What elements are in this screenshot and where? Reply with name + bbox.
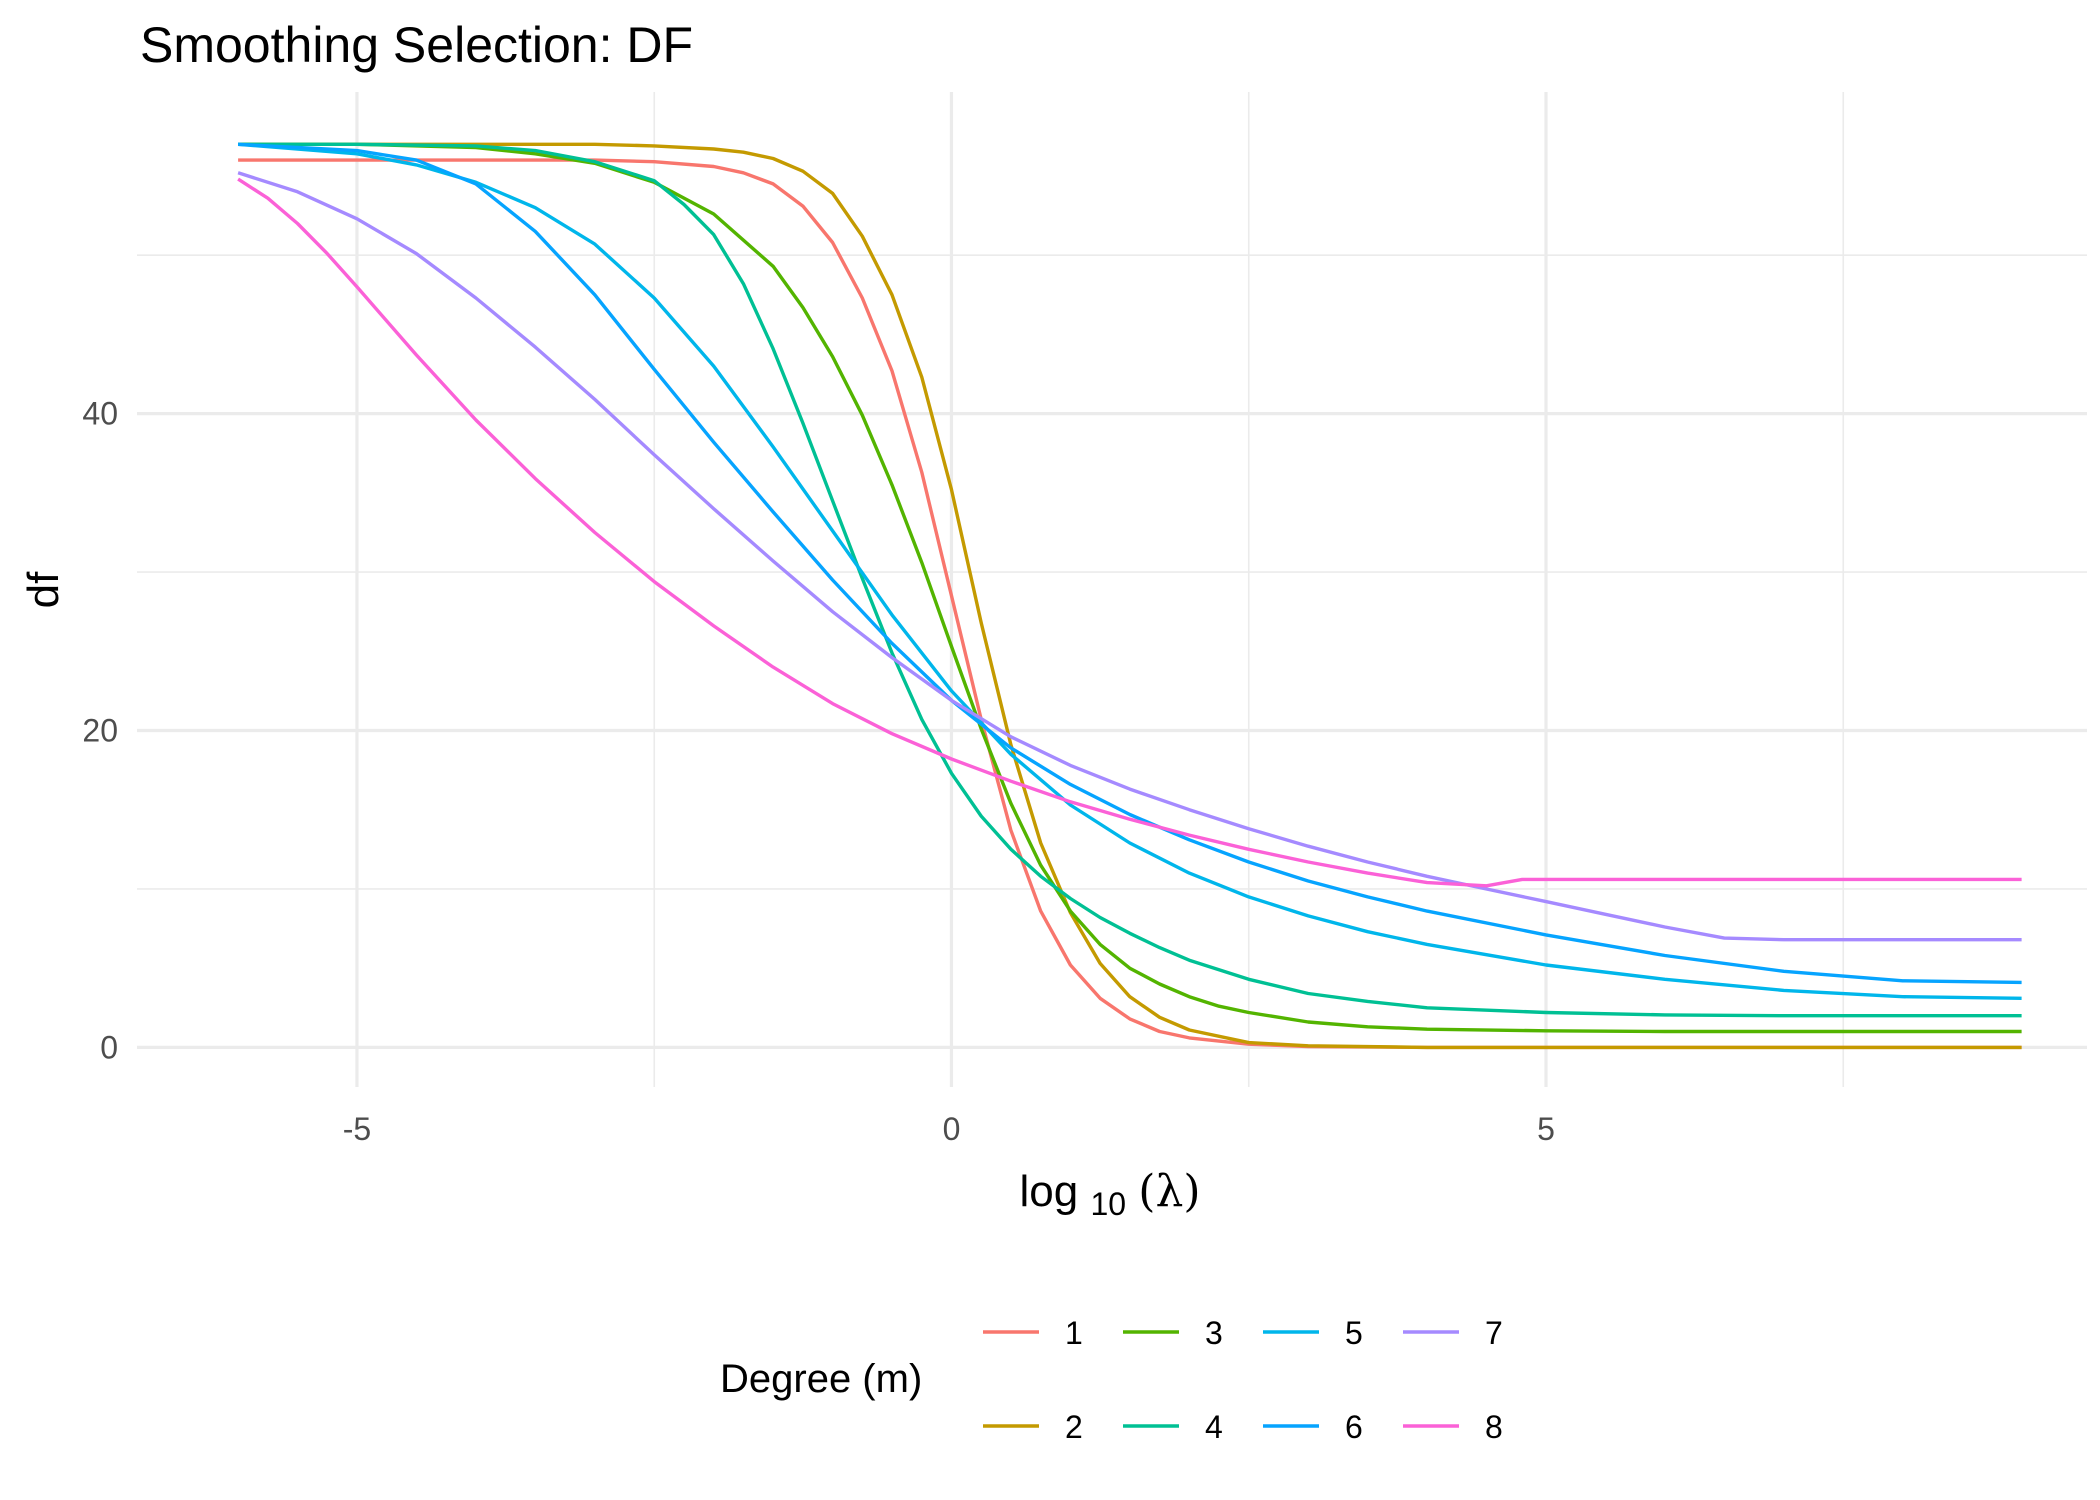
legend-label-8: 8 — [1485, 1409, 1503, 1445]
legend-item-7: 7 — [1403, 1315, 1503, 1351]
x-tick-label: 0 — [943, 1111, 961, 1147]
legend-item-4: 4 — [1123, 1409, 1223, 1445]
legend-item-8: 8 — [1403, 1409, 1503, 1445]
x-axis-title-subscript: 10 — [1090, 1186, 1126, 1222]
series-line-4 — [238, 142, 2022, 1018]
legend-label-2: 2 — [1065, 1409, 1083, 1445]
y-tick-label: 0 — [100, 1029, 118, 1065]
y-axis-title: df — [19, 571, 68, 608]
x-axis-title-main: log — [1020, 1167, 1079, 1216]
y-tick-label: 20 — [82, 713, 118, 749]
legend-label-1: 1 — [1065, 1315, 1083, 1351]
tick-labels: -5 0 5 0 20 40 — [82, 396, 1554, 1147]
legend: Degree (m) 1 2 3 4 5 6 7 8 — [720, 1315, 1503, 1445]
legend-item-3: 3 — [1123, 1315, 1223, 1351]
series-layer — [237, 142, 2022, 1050]
legend-keys: 1 2 3 4 5 6 7 8 — [983, 1315, 1503, 1445]
series-line-7 — [237, 171, 2022, 942]
series-line-6 — [238, 142, 2022, 985]
chart-title: Smoothing Selection: DF — [140, 17, 693, 73]
series-line-8 — [237, 177, 2022, 888]
legend-item-2: 2 — [983, 1409, 1083, 1445]
x-tick-label: -5 — [343, 1111, 371, 1147]
legend-title: Degree (m) — [720, 1357, 922, 1401]
legend-label-5: 5 — [1345, 1315, 1363, 1351]
legend-label-7: 7 — [1485, 1315, 1503, 1351]
legend-label-6: 6 — [1345, 1409, 1363, 1445]
grid — [137, 92, 2087, 1087]
series-line-5 — [237, 142, 2022, 1000]
x-tick-label: 5 — [1537, 1111, 1555, 1147]
series-line-2 — [238, 142, 2022, 1050]
legend-item-5: 5 — [1263, 1315, 1363, 1351]
x-axis-title-lambda: (λ) — [1138, 1166, 1200, 1217]
legend-label-3: 3 — [1205, 1315, 1223, 1351]
legend-item-6: 6 — [1263, 1409, 1363, 1445]
legend-label-4: 4 — [1205, 1409, 1223, 1445]
y-tick-label: 40 — [82, 396, 118, 432]
legend-item-1: 1 — [983, 1315, 1083, 1351]
x-axis-title: log 10 (λ) — [1020, 1166, 1201, 1225]
